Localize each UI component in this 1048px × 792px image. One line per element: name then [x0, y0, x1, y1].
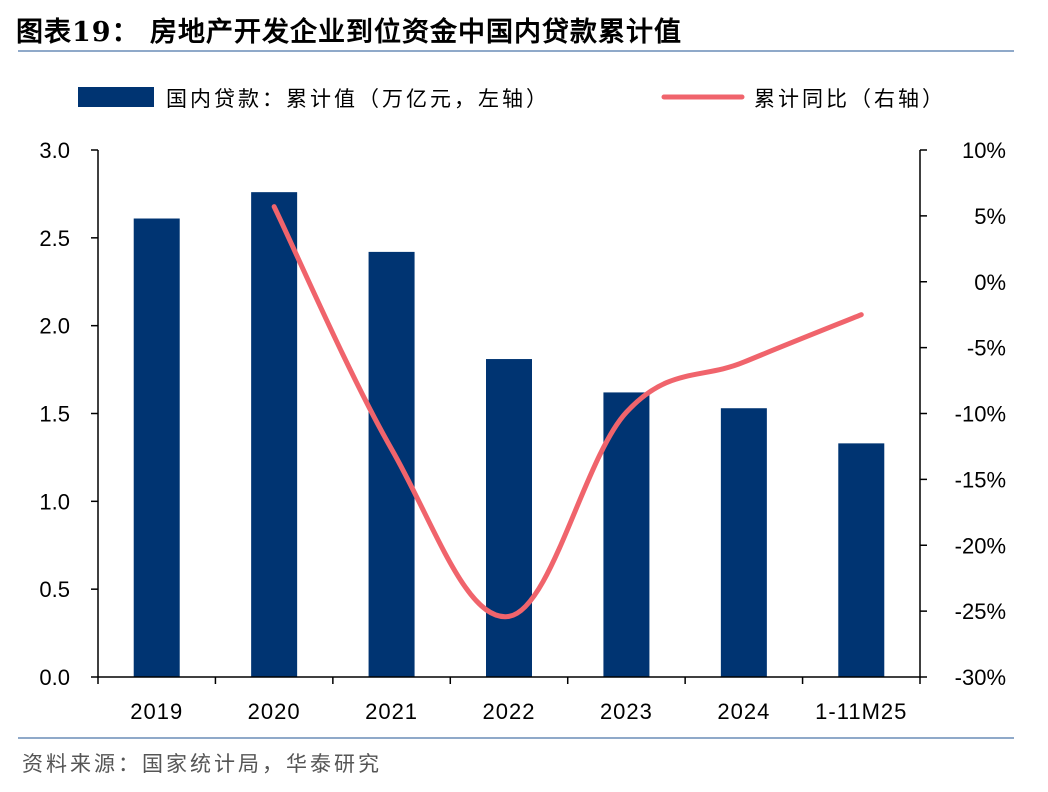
left-tick-label: 3.0	[39, 138, 70, 163]
source-note: 资料来源：国家统计局，华泰研究	[22, 752, 382, 776]
left-tick-label: 2.5	[39, 226, 70, 251]
right-tick-label: 0%	[974, 270, 1006, 295]
chart: 0.0 0.5 1.0 1.5 2.0 2.5 3.0 -30% -25% -20% -15% -10…	[39, 87, 1006, 724]
bar-2024	[720, 408, 767, 677]
right-tick-label: -20%	[955, 533, 1006, 558]
right-tick-label: 5%	[974, 204, 1006, 229]
bar-2023	[603, 392, 650, 677]
left-tick-label: 2.0	[39, 314, 70, 339]
right-tick-label: -15%	[955, 467, 1006, 492]
title-rule	[18, 50, 1014, 52]
x-tick-label: 2024	[717, 699, 770, 724]
x-tick-label: 2019	[130, 699, 183, 724]
legend-swatch-bar	[78, 87, 154, 107]
right-tick-label: -5%	[967, 336, 1006, 361]
left-tick-label: 0.5	[39, 577, 70, 602]
bar-2019	[133, 218, 180, 677]
right-tick-label: -25%	[955, 599, 1006, 624]
x-tick-label: 2022	[483, 699, 536, 724]
x-tick-label: 1-11M25	[815, 699, 907, 724]
source-rule	[18, 737, 1014, 739]
bar-2020	[251, 192, 298, 677]
right-tick-label: -10%	[955, 402, 1006, 427]
left-tick-label: 1.0	[39, 489, 70, 514]
legend-label-line: 累计同比（右轴）	[754, 87, 946, 111]
right-tick-label: -30%	[955, 665, 1006, 690]
right-tick-label: 10%	[962, 138, 1006, 163]
yoy-line	[271, 204, 864, 619]
left-tick-label: 0.0	[39, 665, 70, 690]
x-tick-label: 2021	[365, 699, 418, 724]
legend-label-bar: 国内贷款：累计值（万亿元，左轴）	[166, 87, 550, 111]
figure-title: 图表19： 房地产开发企业到位资金中国内贷款累计值	[16, 17, 682, 48]
bar-2021	[368, 251, 415, 678]
left-tick-label: 1.5	[39, 402, 70, 427]
bar-1-11M25	[838, 443, 885, 677]
bar-2022	[486, 359, 532, 677]
x-tick-label: 2023	[600, 699, 653, 724]
x-tick-label: 2020	[248, 699, 301, 724]
